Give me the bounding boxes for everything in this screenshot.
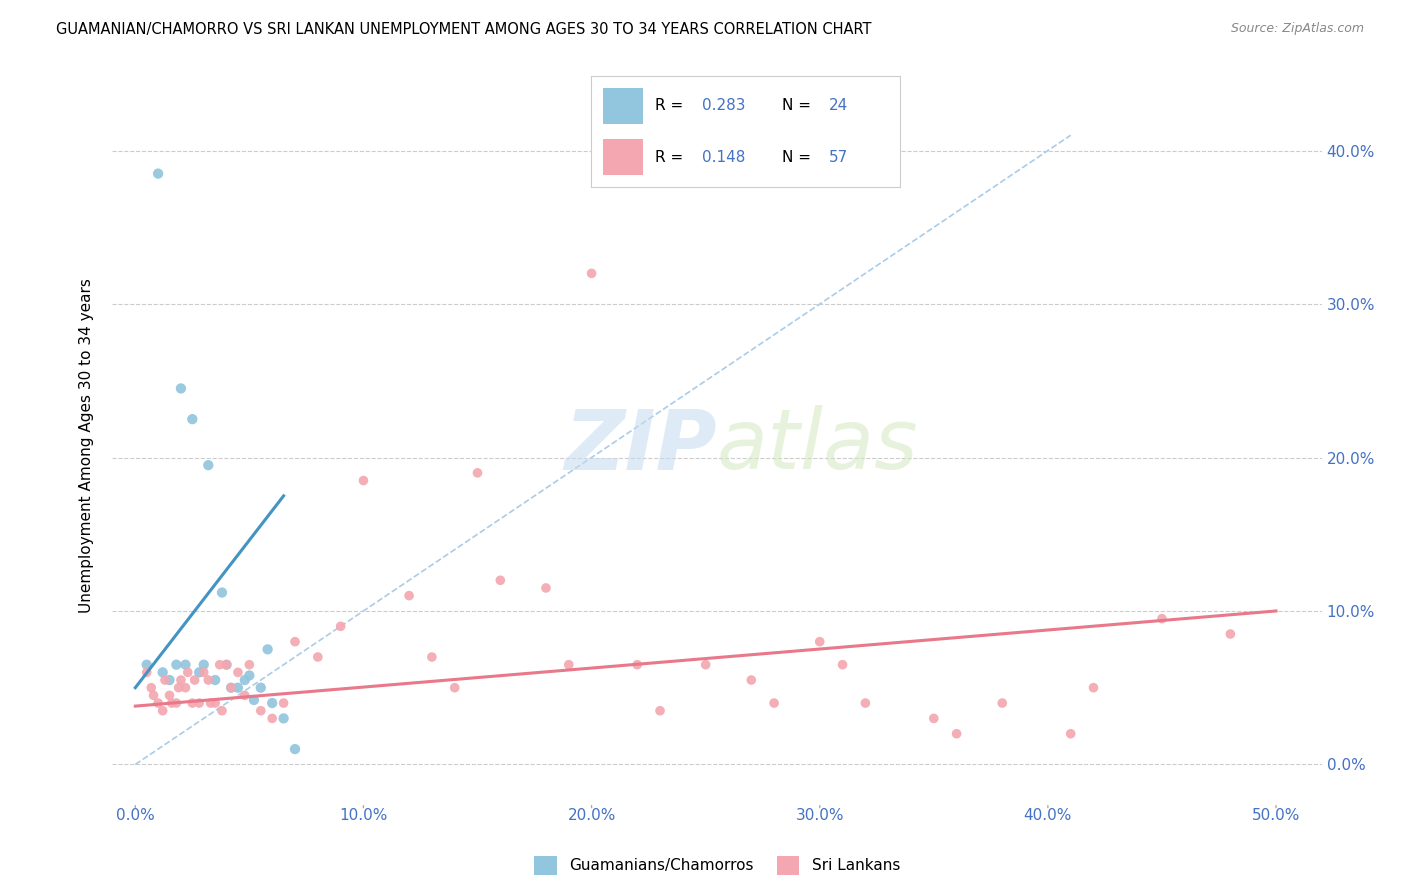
Point <box>167 681 190 695</box>
Point <box>467 466 489 480</box>
Point <box>558 657 581 672</box>
Point <box>152 665 174 680</box>
Point <box>208 657 231 672</box>
Point <box>219 681 242 695</box>
Point <box>443 681 465 695</box>
Point <box>174 681 197 695</box>
Point <box>853 696 876 710</box>
Legend: Guamanians/Chamorros, Sri Lankans: Guamanians/Chamorros, Sri Lankans <box>527 850 907 880</box>
Point <box>991 696 1014 710</box>
Point <box>238 668 260 682</box>
Point <box>307 650 329 665</box>
Point <box>1083 681 1105 695</box>
Point <box>226 665 249 680</box>
Text: R =: R = <box>655 150 689 165</box>
Point <box>188 665 211 680</box>
Point <box>398 589 420 603</box>
Point <box>165 696 187 710</box>
Bar <box>603 88 643 124</box>
Point <box>262 696 284 710</box>
Text: N =: N = <box>782 98 815 113</box>
Point <box>193 657 215 672</box>
Point <box>329 619 352 633</box>
Point <box>159 673 181 687</box>
Point <box>352 474 374 488</box>
Point <box>200 696 222 710</box>
Point <box>215 657 238 672</box>
Point <box>181 696 204 710</box>
Point <box>284 742 307 756</box>
Point <box>273 696 295 710</box>
Point <box>284 634 307 648</box>
Point <box>170 673 193 687</box>
Point <box>256 642 278 657</box>
Point <box>226 681 249 695</box>
Y-axis label: Unemployment Among Ages 30 to 34 years: Unemployment Among Ages 30 to 34 years <box>79 278 94 614</box>
Point <box>146 167 169 181</box>
Point <box>808 634 831 648</box>
Point <box>193 665 215 680</box>
Text: N =: N = <box>782 150 815 165</box>
Point <box>177 665 200 680</box>
Point <box>262 711 284 725</box>
Text: 57: 57 <box>828 150 848 165</box>
Point <box>135 665 157 680</box>
Point <box>648 704 671 718</box>
Point <box>233 673 256 687</box>
Point <box>740 673 762 687</box>
Point <box>215 657 238 672</box>
Point <box>249 681 271 695</box>
Point <box>233 689 256 703</box>
Point <box>153 673 176 687</box>
Point <box>763 696 786 710</box>
Text: R =: R = <box>655 98 689 113</box>
Point <box>581 266 603 280</box>
Point <box>489 574 512 588</box>
Text: 0.283: 0.283 <box>702 98 745 113</box>
Text: 0.148: 0.148 <box>702 150 745 165</box>
Point <box>831 657 853 672</box>
Point <box>135 657 157 672</box>
Point <box>945 727 967 741</box>
Text: atlas: atlas <box>717 406 918 486</box>
Point <box>922 711 945 725</box>
Point <box>146 696 169 710</box>
Point <box>243 693 266 707</box>
Point <box>1150 612 1173 626</box>
Point <box>534 581 557 595</box>
Point <box>695 657 717 672</box>
Point <box>219 681 242 695</box>
Point <box>420 650 443 665</box>
Point <box>249 704 271 718</box>
Text: Source: ZipAtlas.com: Source: ZipAtlas.com <box>1230 22 1364 36</box>
Text: 24: 24 <box>828 98 848 113</box>
Point <box>188 696 211 710</box>
Point <box>204 673 226 687</box>
Point <box>626 657 648 672</box>
Point <box>1219 627 1241 641</box>
Point <box>183 673 205 687</box>
Point <box>211 585 233 599</box>
Point <box>160 696 183 710</box>
Point <box>211 704 233 718</box>
Point <box>142 689 165 703</box>
Point <box>204 696 226 710</box>
Text: GUAMANIAN/CHAMORRO VS SRI LANKAN UNEMPLOYMENT AMONG AGES 30 TO 34 YEARS CORRELAT: GUAMANIAN/CHAMORRO VS SRI LANKAN UNEMPLO… <box>56 22 872 37</box>
Point <box>181 412 204 426</box>
Point <box>238 657 260 672</box>
Point <box>159 689 181 703</box>
Point <box>1060 727 1083 741</box>
Point <box>174 657 197 672</box>
Bar <box>603 139 643 175</box>
Point <box>170 381 193 395</box>
Text: ZIP: ZIP <box>564 406 717 486</box>
Point <box>152 704 174 718</box>
Point <box>141 681 163 695</box>
Point <box>165 657 187 672</box>
Point <box>197 458 219 473</box>
Point <box>197 673 219 687</box>
Point <box>273 711 295 725</box>
